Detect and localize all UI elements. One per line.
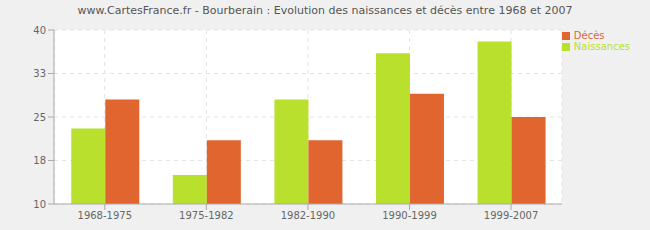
- svg-text:10: 10: [33, 199, 46, 210]
- svg-text:1982-1990: 1982-1990: [281, 210, 336, 221]
- svg-text:33: 33: [33, 68, 46, 79]
- svg-text:25: 25: [33, 112, 46, 123]
- svg-text:18: 18: [33, 155, 46, 166]
- svg-text:1968-1975: 1968-1975: [78, 210, 133, 221]
- html-text:www.CartesFrance.fr - Bourbera: www.CartesFrance.fr - Bourberain : Evolu…: [77, 4, 573, 17]
- html-text:Décès: Décès: [573, 30, 605, 41]
- svg-text:1975-1982: 1975-1982: [179, 210, 234, 221]
- svg-text:1990-1999: 1990-1999: [382, 210, 437, 221]
- svg-text:40: 40: [33, 25, 46, 36]
- html-text:Naissances: Naissances: [573, 41, 630, 52]
- svg-text:1999-2007: 1999-2007: [484, 210, 539, 221]
